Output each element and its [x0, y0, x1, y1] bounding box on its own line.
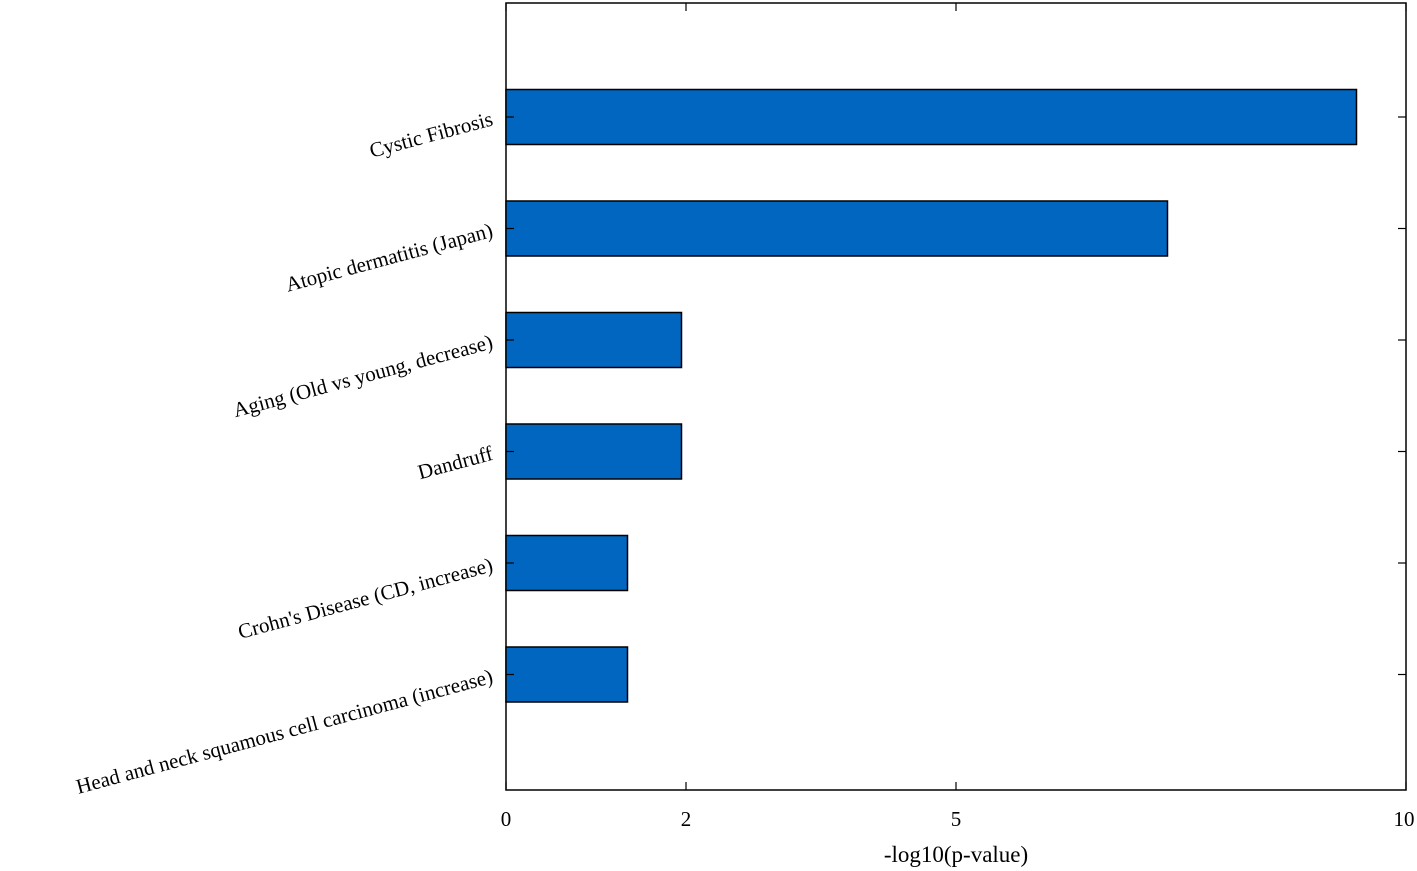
bar	[505, 534, 629, 592]
x-axis-label: -log10(p-value)	[884, 842, 1028, 867]
bar	[505, 646, 629, 703]
bars-layer	[505, 88, 1358, 703]
x-tick-label: 5	[951, 807, 962, 831]
y-ticks	[506, 116, 1406, 676]
x-tick-labels: 0 2 5 10	[501, 807, 1415, 831]
category-label: Aging (Old vs young, decrease)	[231, 330, 496, 422]
x-tick-label: 2	[681, 807, 692, 831]
category-label: Dandruff	[415, 441, 495, 484]
x-tick-label: 10	[1394, 807, 1415, 831]
x-tick-label: 0	[501, 807, 512, 831]
bar	[505, 311, 683, 369]
x-ticks	[505, 3, 1407, 790]
bar	[505, 88, 1358, 146]
category-label: Cystic Fibrosis	[367, 107, 496, 163]
category-label: Atopic dermatitis (Japan)	[283, 218, 495, 296]
bar	[505, 423, 683, 480]
category-labels: Cystic Fibrosis Atopic dermatitis (Japan)…	[73, 107, 495, 799]
category-label: Crohn's Disease (CD, increase)	[235, 553, 495, 644]
bar	[505, 200, 1169, 257]
category-label: Head and neck squamous cell carcinoma (i…	[73, 664, 495, 799]
